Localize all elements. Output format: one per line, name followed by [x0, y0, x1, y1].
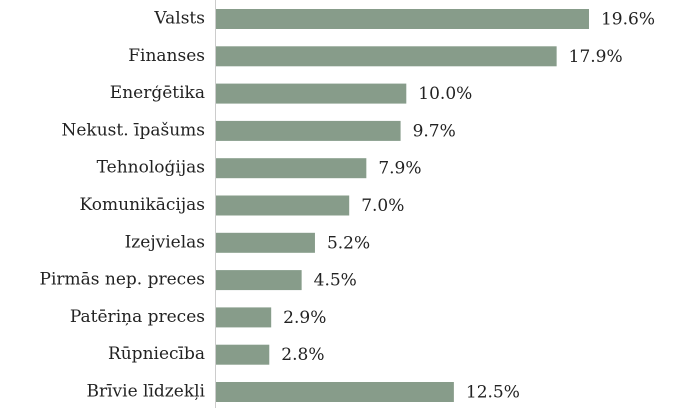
- bar: [216, 46, 557, 67]
- value-label: 5.2%: [327, 233, 370, 253]
- bar: [216, 382, 454, 402]
- value-label: 2.8%: [281, 345, 324, 365]
- category-label: Tehnoloģijas: [97, 158, 205, 178]
- category-label: Brīvie līdzekļi: [86, 382, 205, 402]
- bar: [216, 195, 350, 216]
- category-label: Nekust. īpašums: [61, 120, 205, 140]
- value-label: 17.9%: [569, 47, 623, 67]
- category-label: Izejvielas: [125, 232, 205, 252]
- value-label: 19.6%: [601, 10, 655, 30]
- bar: [216, 344, 270, 365]
- value-label: 7.0%: [361, 196, 404, 216]
- bar: [216, 83, 407, 104]
- category-label: Pirmās nep. preces: [40, 270, 205, 290]
- bar: [216, 120, 401, 141]
- category-label: Enerģētika: [110, 83, 205, 103]
- bar: [216, 307, 272, 328]
- value-label: 7.9%: [378, 159, 421, 179]
- category-label: Valsts: [153, 9, 205, 29]
- value-label: 9.7%: [413, 121, 456, 141]
- category-label: Rūpniecība: [108, 344, 205, 364]
- category-label: Komunikācijas: [80, 195, 205, 215]
- value-label: 2.9%: [283, 308, 326, 328]
- value-label: 12.5%: [466, 383, 520, 403]
- bar: [216, 270, 302, 291]
- value-label: 4.5%: [314, 271, 357, 291]
- value-label: 10.0%: [418, 84, 472, 104]
- bar: [216, 158, 367, 179]
- bar: [216, 232, 315, 253]
- category-label: Finanses: [128, 46, 205, 66]
- bar: [216, 9, 589, 29]
- category-label: Patēriņa preces: [70, 307, 205, 327]
